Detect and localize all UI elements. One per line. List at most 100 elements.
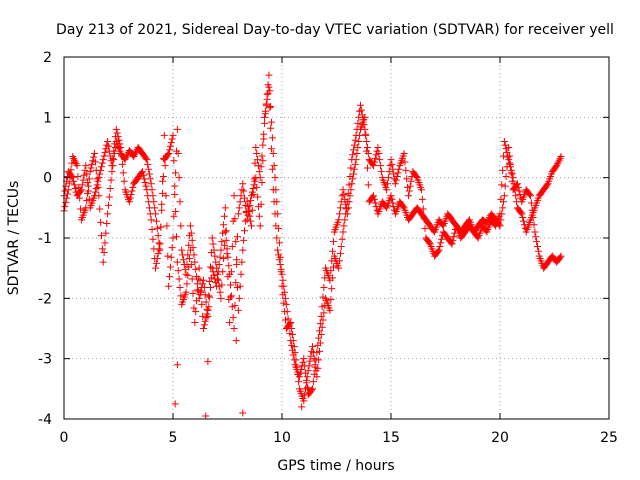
data-point xyxy=(533,242,541,250)
data-point xyxy=(271,174,279,182)
data-point xyxy=(224,253,232,261)
data-point xyxy=(217,246,225,254)
data-point xyxy=(281,294,289,302)
data-point xyxy=(425,239,433,247)
data-point xyxy=(172,233,180,241)
data-point xyxy=(473,233,481,241)
data-point xyxy=(240,187,248,195)
data-point xyxy=(326,306,334,314)
data-point xyxy=(275,256,283,264)
data-point xyxy=(317,312,325,320)
data-point xyxy=(147,216,155,224)
data-point xyxy=(499,166,507,174)
data-point xyxy=(499,204,507,212)
data-point xyxy=(178,246,186,254)
data-point xyxy=(418,195,426,203)
data-point xyxy=(403,175,411,183)
data-point xyxy=(166,142,174,150)
data-point xyxy=(218,281,226,289)
data-point xyxy=(341,216,349,224)
data-point xyxy=(256,222,264,230)
data-point xyxy=(152,259,160,267)
data-point xyxy=(203,310,211,318)
data-point xyxy=(387,156,395,164)
data-point xyxy=(62,198,70,206)
data-point xyxy=(132,149,140,157)
data-point xyxy=(95,174,103,182)
data-point xyxy=(182,270,190,278)
data-point xyxy=(158,206,166,214)
data-point xyxy=(254,193,262,201)
data-point xyxy=(452,221,460,229)
data-point xyxy=(234,306,242,314)
data-point xyxy=(329,247,337,255)
data-point xyxy=(269,150,277,158)
data-point xyxy=(557,153,565,161)
data-point xyxy=(299,358,307,366)
y-axis-label: SDTVAR / TECUs xyxy=(6,181,22,296)
data-point xyxy=(384,174,392,182)
data-point xyxy=(146,210,154,218)
data-point xyxy=(61,203,69,211)
data-point xyxy=(336,257,344,265)
data-point xyxy=(170,212,178,220)
y-tick-label: -3 xyxy=(38,352,52,368)
data-point xyxy=(173,125,181,133)
data-point xyxy=(165,282,173,290)
data-point xyxy=(166,273,174,281)
data-point xyxy=(252,174,260,182)
data-point xyxy=(312,356,320,364)
data-point xyxy=(500,192,508,200)
data-point xyxy=(512,192,520,200)
data-point xyxy=(143,186,151,194)
data-point xyxy=(238,258,246,266)
data-point xyxy=(79,176,87,184)
data-point xyxy=(169,131,177,139)
data-point xyxy=(363,164,371,172)
data-point xyxy=(81,166,89,174)
data-point xyxy=(155,239,163,247)
data-point xyxy=(210,271,218,279)
data-point xyxy=(501,141,509,149)
data-point xyxy=(357,106,365,114)
data-point xyxy=(202,412,210,420)
data-point xyxy=(97,218,105,226)
data-point xyxy=(168,244,176,252)
data-point xyxy=(268,118,276,126)
data-point xyxy=(377,162,385,170)
data-point xyxy=(74,172,82,180)
data-point xyxy=(104,201,112,209)
data-point xyxy=(377,168,385,176)
data-point xyxy=(129,183,137,191)
data-point xyxy=(103,220,111,228)
plot-frame xyxy=(63,56,610,420)
data-point xyxy=(253,183,261,191)
data-point xyxy=(339,228,347,236)
data-point xyxy=(344,204,352,212)
data-point xyxy=(363,147,371,155)
data-point xyxy=(370,162,378,170)
data-point xyxy=(241,227,249,235)
data-point xyxy=(527,192,535,200)
data-point xyxy=(335,216,343,224)
data-point xyxy=(200,321,208,329)
data-point xyxy=(255,212,263,220)
data-point xyxy=(158,200,166,208)
data-point xyxy=(329,263,337,271)
data-point xyxy=(117,144,125,151)
data-point xyxy=(147,180,155,188)
data-point xyxy=(189,290,197,298)
data-point xyxy=(314,341,322,349)
data-point xyxy=(318,303,326,311)
data-point xyxy=(336,204,344,212)
data-point xyxy=(82,162,90,170)
data-point xyxy=(338,192,346,200)
data-point xyxy=(266,104,274,112)
data-point xyxy=(557,252,565,260)
data-point xyxy=(90,153,98,161)
data-point xyxy=(77,186,85,194)
data-point xyxy=(109,154,117,162)
data-point xyxy=(374,144,382,151)
data-point xyxy=(78,181,86,189)
